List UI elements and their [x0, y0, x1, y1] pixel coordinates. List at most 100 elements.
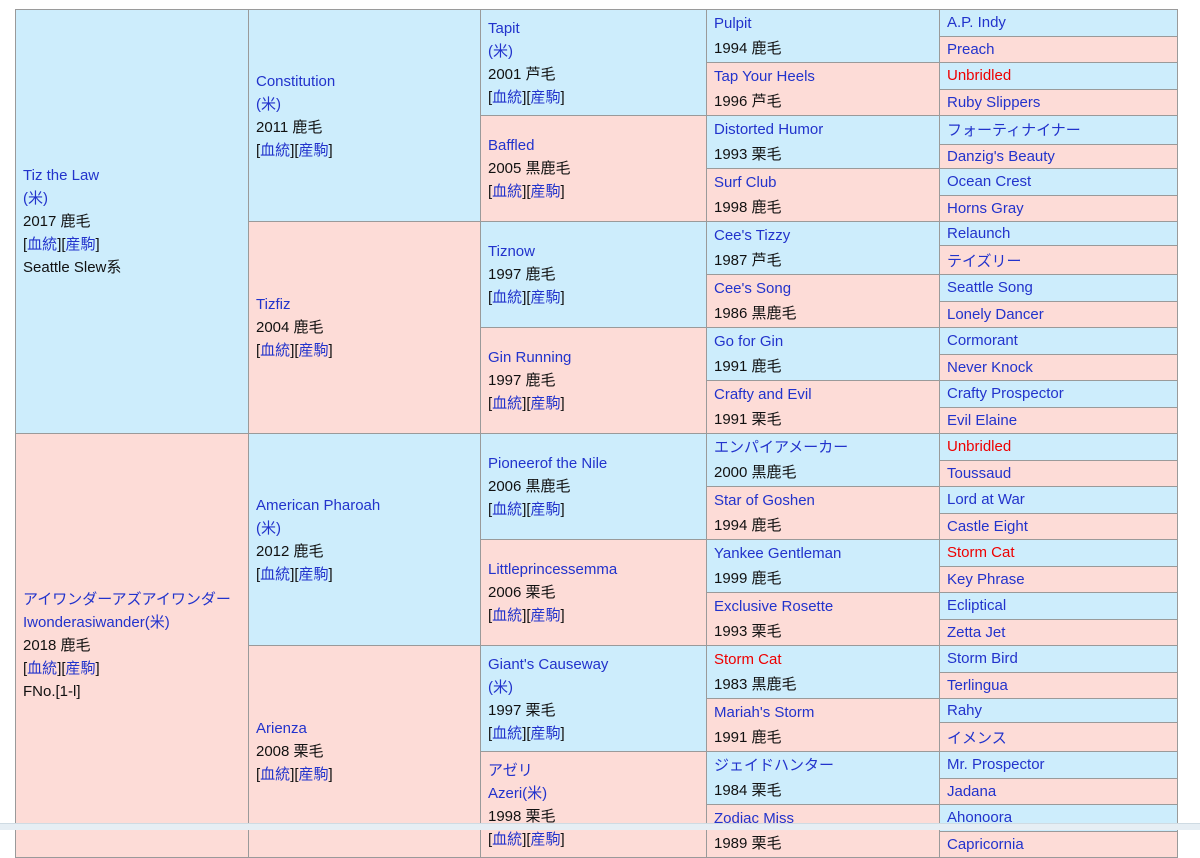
pedigree-link[interactable]: 血統 [492, 501, 523, 518]
horse-link-key-phrase[interactable]: Key Phrase [947, 570, 1025, 588]
horse-link-distorted-humor[interactable]: Distorted Humor [714, 121, 824, 138]
horse-link-go-for-gin[interactable]: Go for Gin [714, 333, 784, 350]
horse-link-storm-cat[interactable]: Storm Cat [947, 544, 1015, 562]
horse-link-tapit[interactable]: Tapit [488, 19, 520, 37]
horse-link-horse[interactable]: (米) [23, 190, 48, 207]
horse-link-rahy[interactable]: Rahy [947, 702, 983, 720]
horse-link-horse[interactable]: イメンス [947, 729, 1007, 747]
offspring-link[interactable]: 産駒 [530, 830, 561, 848]
horse-link-star-of-goshen[interactable]: Star of Goshen [714, 492, 815, 509]
horse-link-horse[interactable]: エンパイアメーカー [714, 439, 849, 456]
horse-link-horse[interactable]: アイワンダーアズアイワンダー [23, 591, 231, 608]
horse-link-giant-s-causeway[interactable]: Giant's Causeway [488, 655, 609, 673]
pedigree-link[interactable]: 血統 [260, 141, 291, 159]
horse-link-cormorant[interactable]: Cormorant [947, 332, 1018, 350]
horse-link-ecliptical[interactable]: Ecliptical [947, 597, 1007, 615]
horse-link-azeri[interactable]: Azeri(米) [488, 784, 548, 802]
offspring-link[interactable]: 産駒 [530, 183, 561, 200]
horse-link-iwonderasiwander[interactable]: Iwonderasiwander(米) [23, 614, 170, 631]
horse-link-storm-cat[interactable]: Storm Cat [714, 651, 782, 668]
horse-link-terlingua[interactable]: Terlingua [947, 676, 1008, 694]
offspring-link[interactable]: 産駒 [298, 342, 329, 359]
horse-link-tap-your-heels[interactable]: Tap Your Heels [714, 68, 815, 85]
horse-link-jadana[interactable]: Jadana [947, 782, 997, 800]
horse-link-crafty-prospector[interactable]: Crafty Prospector [947, 385, 1064, 403]
offspring-link[interactable]: 産駒 [530, 395, 561, 412]
pedigree-link[interactable]: 血統 [492, 289, 523, 306]
horse-link-pulpit[interactable]: Pulpit [714, 15, 752, 32]
horse-link-preach[interactable]: Preach [947, 40, 995, 58]
horse-link-seattle-song[interactable]: Seattle Song [947, 279, 1033, 297]
horse-link-tiznow[interactable]: Tiznow [488, 243, 535, 260]
pedigree-link[interactable]: 血統 [260, 766, 291, 783]
horse-link-yankee-gentleman[interactable]: Yankee Gentleman [714, 545, 842, 562]
offspring-link[interactable]: 産駒 [298, 565, 329, 583]
horse-link-horse[interactable]: (米) [256, 519, 281, 537]
pedigree-link[interactable]: 血統 [492, 607, 523, 624]
horse-link-zodiac-miss[interactable]: Zodiac Miss [714, 810, 795, 827]
horse-link-capricornia[interactable]: Capricornia [947, 835, 1024, 853]
horse-link-a-p-indy[interactable]: A.P. Indy [947, 14, 1006, 32]
horse-name-line: Pioneerof the Nile [488, 452, 702, 475]
pedigree-link[interactable]: 血統 [27, 236, 58, 253]
horse-link-mariah-s-storm[interactable]: Mariah's Storm [714, 704, 815, 721]
pedigree-link[interactable]: 血統 [492, 724, 523, 742]
horse-link-tizfiz[interactable]: Tizfiz [256, 296, 291, 313]
offspring-link[interactable]: 産駒 [298, 766, 329, 783]
horse-link-unbridled[interactable]: Unbridled [947, 67, 1012, 85]
offspring-link[interactable]: 産駒 [530, 724, 561, 742]
horse-link-relaunch[interactable]: Relaunch [947, 225, 1011, 243]
offspring-link[interactable]: 産駒 [530, 501, 561, 518]
horse-link-toussaud[interactable]: Toussaud [947, 464, 1012, 482]
horse-link-horse[interactable]: テイズリー [947, 252, 1022, 270]
pedigree-link[interactable]: 血統 [492, 183, 523, 200]
horse-link-constitution[interactable]: Constitution [256, 72, 336, 90]
horse-link-horse[interactable]: (米) [488, 42, 513, 60]
horse-link-arienza[interactable]: Arienza [256, 720, 307, 737]
horse-link-cee-s-tizzy[interactable]: Cee's Tizzy [714, 227, 791, 244]
horse-link-horse[interactable]: アゼリ [488, 761, 533, 779]
pedigree-link[interactable]: 血統 [492, 88, 523, 106]
pedigree-link[interactable]: 血統 [27, 660, 58, 677]
horse-link-unbridled[interactable]: Unbridled [947, 438, 1012, 456]
pedigree-link[interactable]: 血統 [260, 342, 291, 359]
horse-link-horse[interactable]: (米) [488, 678, 513, 696]
horse-link-american-pharoah[interactable]: American Pharoah [256, 496, 381, 514]
horse-link-lord-at-war[interactable]: Lord at War [947, 491, 1025, 509]
offspring-link[interactable]: 産駒 [298, 141, 329, 159]
pedigree-row: Tizfiz 2004 鹿毛 [血統][産駒] Tiznow 1997 鹿毛 [血統][産… [16, 220, 1178, 434]
horse-link-ahonoora[interactable]: Ahonoora [947, 809, 1013, 827]
pedigree-link[interactable]: 血統 [492, 395, 523, 412]
horse-link-lonely-dancer[interactable]: Lonely Dancer [947, 305, 1044, 323]
offspring-link[interactable]: 産駒 [530, 88, 561, 106]
horse-link-never-knock[interactable]: Never Knock [947, 358, 1033, 376]
horse-link-horse[interactable]: ジェイドハンター [714, 757, 835, 774]
horse-link-crafty-and-evil[interactable]: Crafty and Evil [714, 386, 812, 403]
horse-link-baffled[interactable]: Baffled [488, 137, 535, 154]
pedigree-link[interactable]: 血統 [260, 565, 291, 583]
horse-link-tiz-the-law[interactable]: Tiz the Law [23, 167, 100, 184]
horse-link-horse[interactable]: (米) [256, 95, 281, 113]
horse-link-pioneerof-the-nile[interactable]: Pioneerof the Nile [488, 455, 608, 472]
pedigree-link[interactable]: 血統 [492, 830, 523, 848]
horse-link-ocean-crest[interactable]: Ocean Crest [947, 173, 1032, 191]
pedigree-row: Arienza 2008 栗毛 [血統][産駒] Giant's Causeway (米… [16, 645, 1178, 858]
horse-link-storm-bird[interactable]: Storm Bird [947, 650, 1018, 668]
horse-link-evil-elaine[interactable]: Evil Elaine [947, 411, 1018, 429]
offspring-link[interactable]: 産駒 [65, 660, 96, 677]
offspring-link[interactable]: 産駒 [530, 289, 561, 306]
horse-link-ruby-slippers[interactable]: Ruby Slippers [947, 93, 1041, 111]
horse-link-gin-running[interactable]: Gin Running [488, 349, 572, 366]
horse-link-castle-eight[interactable]: Castle Eight [947, 517, 1028, 535]
horse-link-mr-prospector[interactable]: Mr. Prospector [947, 756, 1045, 774]
horse-link-zetta-jet[interactable]: Zetta Jet [947, 623, 1006, 641]
horse-link-horse[interactable]: フォーティナイナー [947, 122, 1081, 140]
horse-link-surf-club[interactable]: Surf Club [714, 174, 777, 191]
horse-link-exclusive-rosette[interactable]: Exclusive Rosette [714, 598, 834, 615]
offspring-link[interactable]: 産駒 [65, 236, 96, 253]
offspring-link[interactable]: 産駒 [530, 607, 561, 624]
horse-link-danzig-s-beauty[interactable]: Danzig's Beauty [947, 147, 1055, 165]
horse-link-littleprincessemma[interactable]: Littleprincessemma [488, 561, 618, 578]
horse-link-horns-gray[interactable]: Horns Gray [947, 199, 1024, 217]
horse-link-cee-s-song[interactable]: Cee's Song [714, 280, 792, 297]
